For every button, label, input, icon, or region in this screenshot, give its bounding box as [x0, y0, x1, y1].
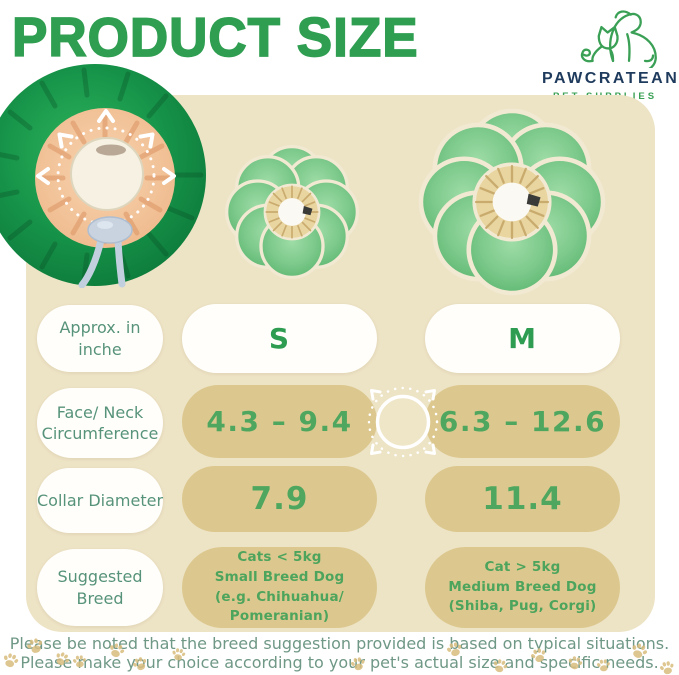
row-label-diameter: Collar Diameter	[37, 468, 163, 533]
collar-closeup-photo	[0, 64, 206, 288]
paw-print-icon	[595, 657, 612, 674]
cell-breed-s: Cats < 5kg Small Breed Dog (e.g. Chihuah…	[182, 547, 377, 628]
row-label-breed: Suggested Breed	[37, 549, 163, 626]
column-header-m: M	[425, 304, 620, 373]
paw-print-icon	[71, 653, 88, 670]
column-header-s: S	[182, 304, 377, 373]
row-label-circumference: Face/ Neck Circumference	[37, 388, 163, 458]
dog-cat-logo-icon	[580, 10, 657, 68]
collar-product-small	[224, 144, 360, 280]
unit-label-line2: inche	[78, 339, 122, 359]
row-label-size-unit: Approx. in inche	[37, 305, 163, 372]
collar-product-medium	[420, 110, 604, 294]
paw-print-icon	[490, 656, 510, 675]
cord-lock	[87, 216, 133, 244]
footer-note-line1: Please be noted that the breed suggestio…	[9, 634, 670, 653]
cell-diameter-s: 7.9	[182, 466, 377, 532]
paw-print-icon	[170, 646, 187, 663]
unit-label-line1: Approx. in	[59, 318, 141, 338]
page-title: PRODUCT SIZE	[11, 6, 419, 69]
cell-diameter-m: 11.4	[425, 466, 620, 532]
brand-logo: PAWCRATEAN PET SUPPLIES	[542, 4, 679, 102]
paw-print-icon	[566, 654, 585, 673]
brand-name: PAWCRATEAN	[542, 70, 679, 87]
neck-hole-diagram-icon	[367, 386, 439, 458]
cell-circumference-s: 4.3 – 9.4	[182, 385, 377, 458]
cell-circumference-m: 6.3 – 12.6	[425, 385, 620, 458]
cell-breed-m: Cat > 5kg Medium Breed Dog (Shiba, Pug, …	[425, 547, 620, 628]
